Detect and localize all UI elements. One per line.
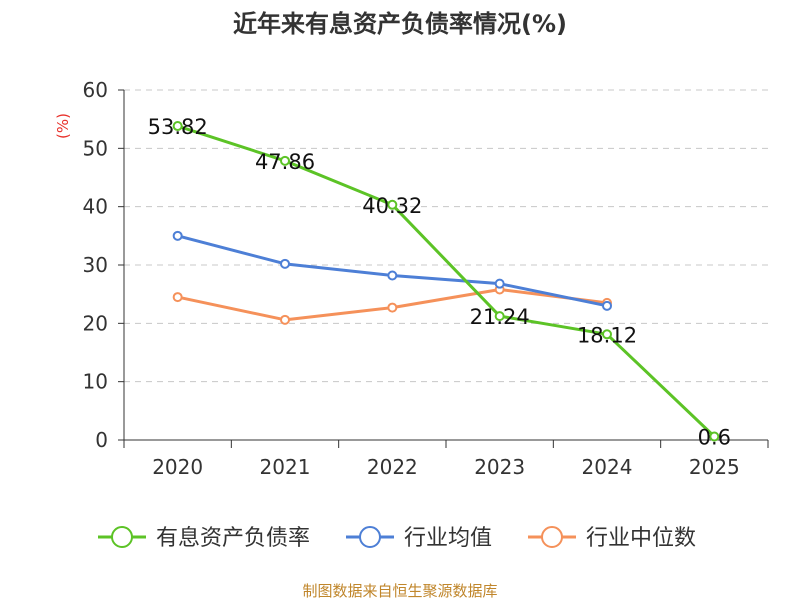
y-tick-label: 40 — [83, 195, 108, 219]
legend: 有息资产负债率 行业均值 行业中位数 — [98, 526, 696, 551]
y-tick-label: 60 — [83, 78, 108, 102]
data-label: 18.12 — [577, 323, 637, 347]
chart-title: 近年来有息资产负债率情况(%) — [233, 10, 567, 38]
data-point — [387, 199, 398, 210]
data-point — [280, 314, 290, 325]
axes: 0 10 20 30 40 50 60 2020 2021 2022 2023 2024 2025 — [83, 78, 769, 479]
legend-marker — [541, 526, 563, 548]
series-line — [177, 124, 716, 438]
data-point — [172, 292, 183, 303]
data-point — [387, 302, 398, 313]
x-tick-label: 2021 — [260, 455, 311, 479]
y-tick-label: 50 — [83, 136, 108, 160]
source-note: 制图数据来自恒生聚源数据库 — [302, 582, 497, 600]
data-point — [172, 230, 183, 241]
series-2 — [172, 284, 612, 325]
data-point — [602, 300, 612, 311]
data-point — [494, 278, 505, 289]
legend-label: 行业均值 — [404, 526, 492, 551]
data-label: 47.86 — [255, 150, 315, 174]
gridlines — [124, 89, 768, 383]
legend-item-2: 行业中位数 — [528, 526, 696, 551]
data-point — [280, 155, 290, 166]
data-label: 0.6 — [698, 426, 731, 450]
y-tick-label: 30 — [83, 253, 108, 277]
legend-label: 有息资产负债率 — [156, 526, 310, 551]
data-point — [494, 311, 505, 322]
y-tick-label: 0 — [95, 428, 108, 452]
data-point — [172, 121, 183, 132]
y-tick-label: 10 — [83, 370, 108, 394]
data-point — [709, 431, 720, 442]
y-tick-label: 20 — [83, 311, 108, 335]
series-0 — [172, 121, 720, 442]
data-label: 21.24 — [470, 305, 530, 329]
legend-label: 行业中位数 — [586, 526, 696, 551]
y-axis-unit: (%) — [54, 113, 72, 139]
x-tick-label: 2024 — [582, 455, 633, 479]
data-label: 53.82 — [148, 115, 208, 139]
legend-item-0: 有息资产负债率 — [98, 526, 310, 551]
series-1 — [172, 230, 612, 311]
legend-item-1: 行业均值 — [346, 526, 492, 551]
x-tick-label: 2022 — [367, 455, 418, 479]
legend-marker — [359, 526, 381, 548]
x-tick-label: 2020 — [152, 455, 203, 479]
series-lines — [172, 121, 720, 442]
data-label: 40.32 — [362, 194, 422, 218]
data-point — [602, 329, 612, 340]
data-point — [387, 270, 398, 281]
legend-marker — [111, 526, 133, 548]
data-labels: 53.82 47.86 40.32 21.24 18.12 0.6 — [148, 115, 731, 449]
data-point — [280, 258, 290, 269]
x-tick-label: 2025 — [689, 455, 740, 479]
x-tick-label: 2023 — [474, 455, 525, 479]
